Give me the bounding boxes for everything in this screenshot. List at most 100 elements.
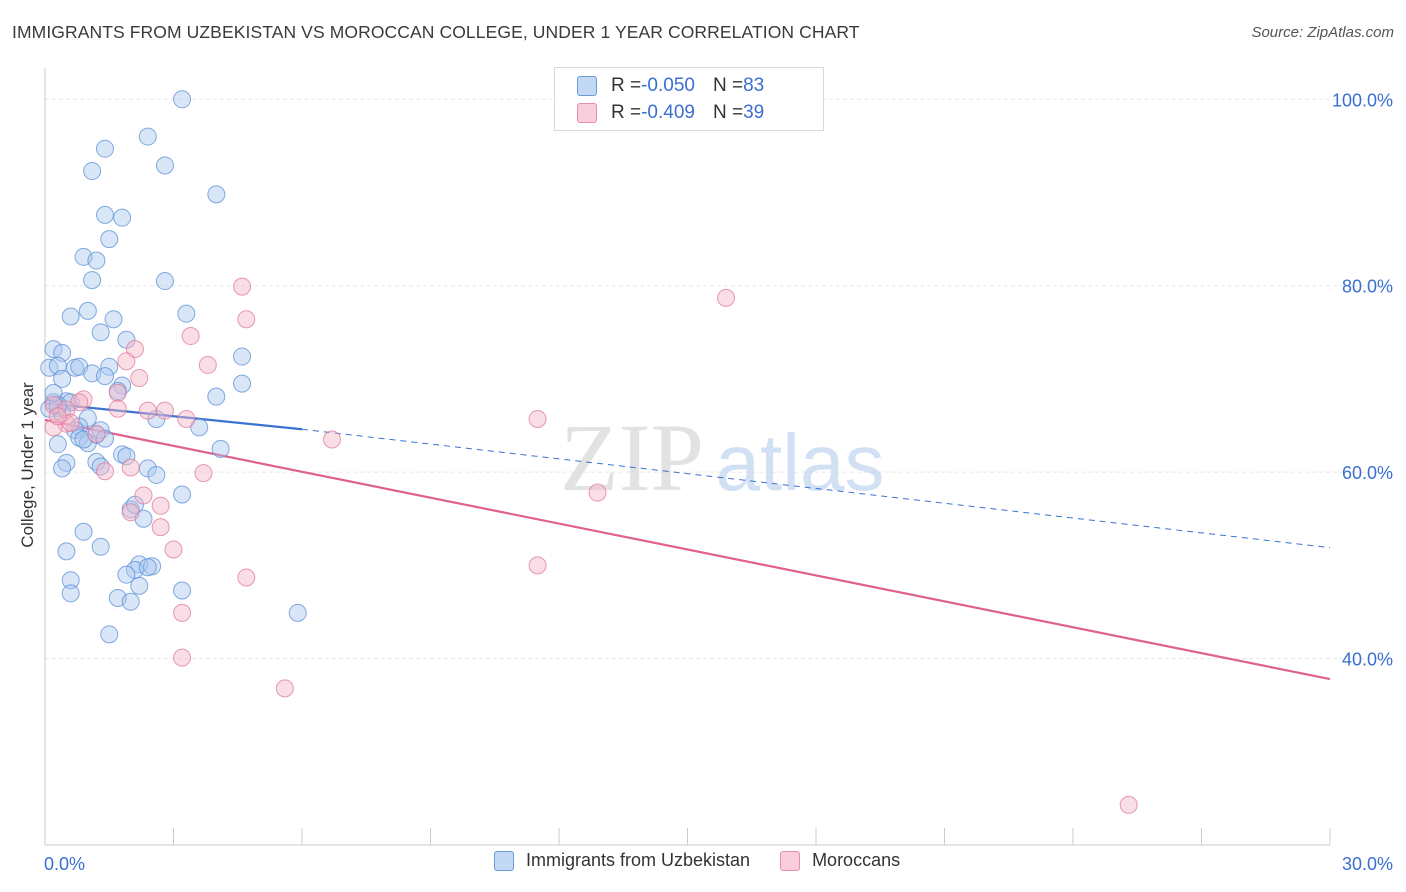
- moroccan-point: [151, 518, 170, 537]
- uzbekistan-point: [138, 127, 157, 146]
- uzbekistan-point: [121, 592, 140, 611]
- moroccan-point: [233, 277, 252, 296]
- legend-r-value: -0.050: [641, 75, 695, 96]
- uzbekistan-point: [95, 367, 114, 386]
- uzbekistan-point: [190, 418, 209, 437]
- legend-item-moroccans: Moroccans: [780, 850, 900, 871]
- moroccan-point: [194, 464, 213, 483]
- legend-item-uzbekistan: Immigrants from Uzbekistan: [494, 850, 750, 871]
- legend-n-value: 83: [743, 75, 765, 96]
- moroccan-point: [44, 418, 63, 437]
- uzbekistan-point: [173, 581, 192, 600]
- moroccan-point: [588, 483, 607, 502]
- moroccan-point: [95, 462, 114, 481]
- moroccan-point: [173, 603, 192, 622]
- y-axis-label: College, Under 1 year: [18, 382, 37, 548]
- watermark-zip: ZIP: [560, 404, 704, 511]
- tick-labels: 40.0% 60.0% 80.0% 100.0% 0.0% 30.0%: [44, 90, 1393, 874]
- moroccan-point: [198, 355, 217, 374]
- uzbekistan-point: [83, 271, 102, 290]
- moroccan-point: [48, 407, 67, 426]
- x-tick-label: 30.0%: [1342, 854, 1393, 874]
- uzbekistan-point: [91, 537, 110, 556]
- moroccan-point: [322, 430, 341, 449]
- moroccan-point: [155, 401, 174, 420]
- uzbekistan-point: [100, 625, 119, 644]
- uzbekistan-point: [207, 387, 226, 406]
- legend-label-uzbekistan: Immigrants from Uzbekistan: [526, 850, 751, 870]
- y-tick-label: 100.0%: [1332, 90, 1393, 110]
- chart-title: IMMIGRANTS FROM UZBEKISTAN VS MOROCCAN C…: [12, 22, 860, 42]
- moroccan-point: [138, 401, 157, 420]
- uzbekistan-point: [113, 208, 132, 227]
- uzbekistan-point: [138, 558, 157, 577]
- moroccan-point: [151, 496, 170, 515]
- legend-label-moroccans: Moroccans: [812, 850, 901, 870]
- uzbekistan-point: [91, 323, 110, 342]
- moroccan-point: [237, 310, 256, 329]
- uzbekistan-point: [147, 465, 166, 484]
- watermark-atlas: atlas: [716, 418, 885, 507]
- uzbekistan-point: [95, 205, 114, 224]
- legend-row-moroccans: R = -0.409 N = 39: [577, 100, 764, 126]
- moroccan-point: [173, 648, 192, 667]
- moroccan-point: [130, 368, 149, 387]
- moroccan-point: [164, 540, 183, 559]
- moroccan-point: [181, 327, 200, 346]
- moroccan-point: [121, 503, 140, 522]
- uzbekistan-point: [61, 584, 80, 603]
- uzbekistan-point: [173, 485, 192, 504]
- moroccan-point: [87, 424, 106, 443]
- data-points: [40, 90, 1138, 814]
- uzbekistan-point: [74, 522, 93, 541]
- uzbekistan-point: [177, 304, 196, 323]
- uzbekistan-point: [130, 576, 149, 595]
- uzbekistan-point: [233, 347, 252, 366]
- uzbekistan-point: [95, 429, 114, 448]
- moroccan-point: [275, 679, 294, 698]
- uzbekistan-point: [155, 272, 174, 291]
- y-tick-label: 80.0%: [1342, 277, 1393, 297]
- moroccan-point: [177, 410, 196, 429]
- legend-swatch-pink: [577, 103, 597, 123]
- uzbekistan-point: [155, 156, 174, 175]
- axes: [44, 68, 1331, 846]
- legend-r-value: -0.409: [641, 102, 695, 123]
- uzbekistan-point: [173, 90, 192, 109]
- uzbekistan-point: [53, 459, 72, 478]
- legend-swatch-pink: [780, 850, 801, 871]
- moroccan-point: [717, 288, 736, 307]
- moroccan-point: [528, 556, 547, 575]
- uzbekistan-point: [104, 310, 123, 329]
- uzbekistan-point: [233, 374, 252, 393]
- uzbekistan-point: [57, 542, 76, 561]
- uzbekistan-point: [95, 139, 114, 158]
- moroccan-point: [134, 486, 153, 505]
- moroccan-point: [108, 399, 127, 418]
- legend-row-uzbekistan: R = -0.050 N = 83: [577, 73, 764, 99]
- uzbekistan-point: [100, 357, 119, 376]
- legend-r-label: R =: [611, 75, 642, 96]
- uzbekistan-point: [53, 369, 72, 388]
- trend-lines: [44, 402, 1331, 681]
- legend-n-value: 39: [743, 102, 765, 123]
- source-label: Source: ZipAtlas.com: [1251, 24, 1394, 41]
- moroccan-point: [108, 383, 127, 402]
- y-tick-label: 60.0%: [1342, 463, 1393, 483]
- legend-swatch-blue: [577, 76, 597, 96]
- stats-legend: R = -0.050 N = 83 R = -0.409 N = 39: [554, 67, 824, 131]
- legend-n-label: N =: [712, 75, 744, 96]
- uzbekistan-point: [288, 603, 307, 622]
- legend-r-label: R =: [611, 102, 642, 123]
- uzbekistan-point: [44, 340, 63, 359]
- watermark: ZIP atlas: [560, 404, 884, 511]
- moroccan-point: [117, 352, 136, 371]
- uzbekistan-point: [61, 571, 80, 590]
- uzbekistan-point: [78, 301, 97, 320]
- uzbekistan-point: [83, 162, 102, 181]
- moroccan-point: [237, 568, 256, 587]
- uzbekistan-point: [100, 230, 119, 249]
- uzbekistan-trend-extension: [301, 428, 1331, 549]
- uzbekistan-point: [87, 251, 106, 270]
- moroccan-point: [121, 458, 140, 477]
